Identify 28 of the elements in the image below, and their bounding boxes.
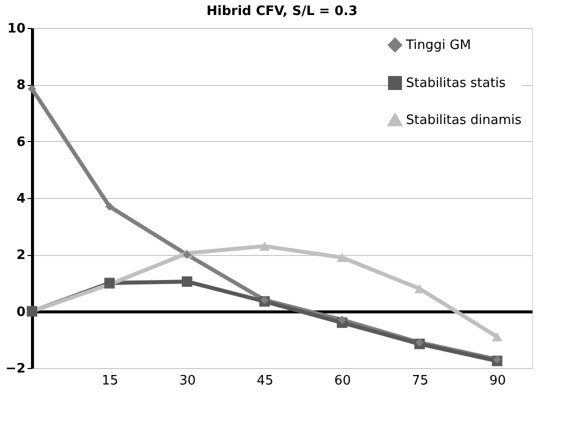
point <box>105 202 114 211</box>
x-tick-label: 15 <box>102 374 118 388</box>
point <box>28 84 36 94</box>
y-tick-label: 6 <box>16 134 26 150</box>
point <box>338 316 346 324</box>
x-tick-label: 75 <box>412 374 428 388</box>
point <box>336 252 348 262</box>
point <box>492 332 502 342</box>
y-tick-label: 4 <box>16 192 26 206</box>
legend-label: Stabilitas dinamis <box>406 113 522 128</box>
y-tick-label: 8 <box>16 78 26 94</box>
chart-title: Hibrid CFV, S/L = 0.3 <box>206 4 358 19</box>
point <box>259 242 270 251</box>
point <box>182 276 192 287</box>
x-tick-label: 60 <box>334 374 351 388</box>
y-tick-label: 0 <box>16 304 26 320</box>
x-tick-label: 30 <box>179 374 196 388</box>
point <box>414 284 425 294</box>
x-tick-label: 45 <box>256 374 274 388</box>
point <box>492 355 502 364</box>
y-tick-label: 2 <box>16 248 26 264</box>
legend-label: Stabilitas statis <box>406 76 506 91</box>
y-tick-label: −2 <box>6 362 26 376</box>
x-tick-label: 90 <box>489 374 506 388</box>
point <box>260 296 269 304</box>
y-tick-label: 10 <box>7 22 26 36</box>
point <box>415 338 424 347</box>
legend-label: Tinggi GM <box>405 38 471 53</box>
